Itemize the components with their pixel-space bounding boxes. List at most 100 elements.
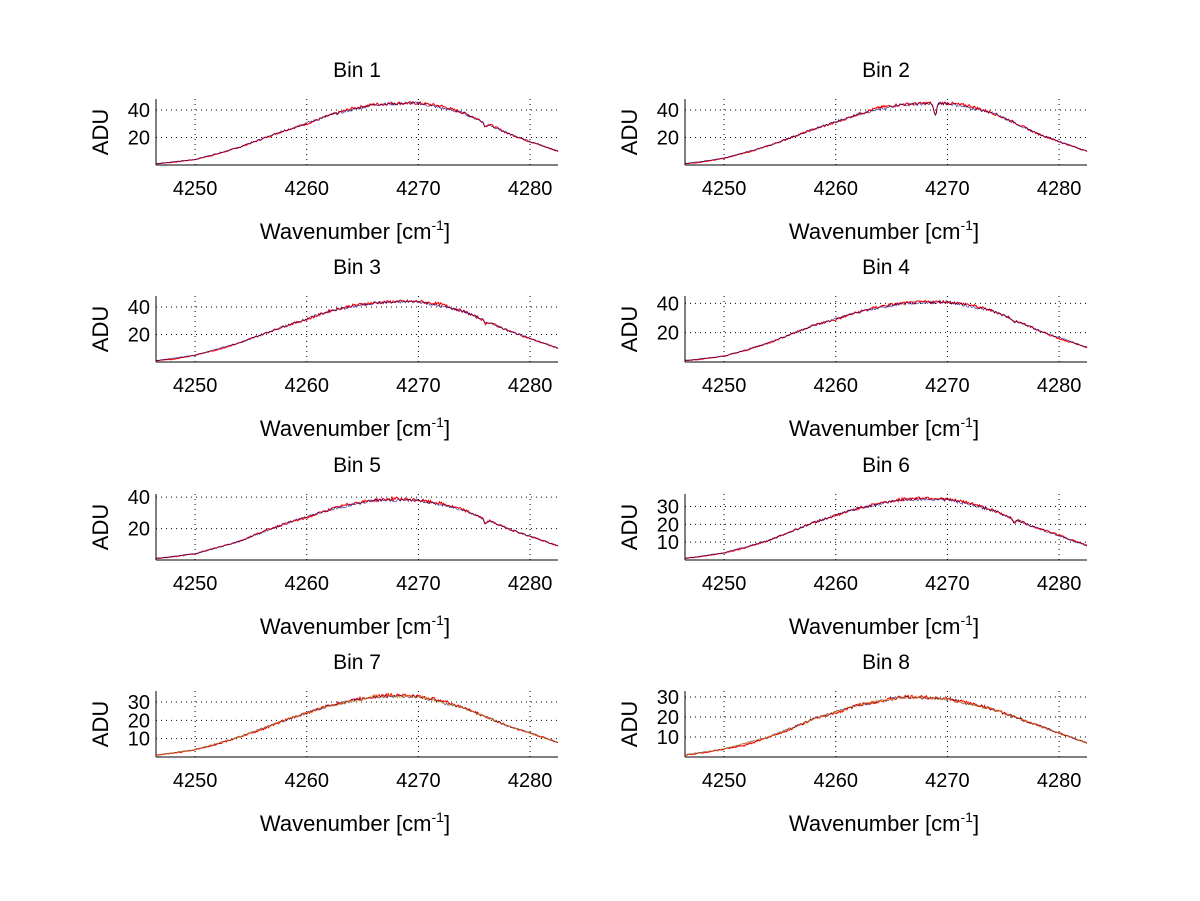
x-tick-label: 4250 — [702, 573, 747, 595]
x-tick-label: 4280 — [508, 573, 553, 595]
x-axis-label-text: Wavenumber [cm — [260, 614, 432, 639]
subplot-5: Bin 5 4250 4260 4270 4280 20 40 Wavenumber [cm-… — [88, 454, 559, 639]
x-axis-label: Wavenumber [cm-1] — [260, 809, 450, 836]
x-tick-label: 4250 — [702, 178, 747, 200]
x-axis-label-end: ] — [444, 219, 450, 244]
series-reference — [684, 101, 1088, 165]
x-tick-label: 4260 — [285, 770, 330, 792]
series-reference — [684, 695, 1088, 756]
y-tick-label: 40 — [128, 100, 150, 122]
x-tick-label: 4250 — [173, 178, 218, 200]
subplot-2: Bin 2 4250 4260 4270 4280 20 40 Wavenumber [cm-… — [617, 59, 1088, 244]
y-axis-label: ADU — [617, 504, 642, 550]
subplot-title: Bin 7 — [333, 651, 381, 674]
x-axis-label-sup: -1 — [432, 612, 445, 628]
y-tick-label: 10 — [657, 532, 679, 554]
x-tick-label: 4250 — [173, 770, 218, 792]
x-axis-label: Wavenumber [cm-1] — [789, 217, 979, 244]
x-axis-label-text: Wavenumber [cm — [260, 219, 432, 244]
x-axis-label: Wavenumber [cm-1] — [260, 414, 450, 441]
x-tick-label: 4260 — [814, 770, 859, 792]
x-tick-label: 4250 — [702, 375, 747, 397]
y-axis-label: ADU — [617, 701, 642, 747]
y-tick-label: 10 — [657, 727, 679, 749]
x-axis-label-text: Wavenumber [cm — [789, 416, 961, 441]
series-reference — [155, 498, 559, 559]
x-tick-label: 4280 — [508, 375, 553, 397]
y-tick-label: 20 — [657, 514, 679, 536]
x-axis-label-text: Wavenumber [cm — [789, 614, 961, 639]
x-tick-label: 4270 — [925, 375, 970, 397]
x-tick-label: 4260 — [814, 178, 859, 200]
y-tick-label: 40 — [128, 297, 150, 319]
x-axis-label-sup: -1 — [961, 612, 974, 628]
series-spectrum — [684, 101, 1088, 165]
series-reference — [684, 299, 1088, 362]
y-axis-label: ADU — [88, 701, 113, 747]
x-tick-label: 4260 — [814, 573, 859, 595]
y-tick-label: 20 — [657, 128, 679, 150]
x-axis-label-end: ] — [444, 811, 450, 836]
y-tick-label: 20 — [128, 519, 150, 541]
series-fit — [155, 694, 559, 756]
x-tick-label: 4280 — [1037, 770, 1082, 792]
subplot-title: Bin 4 — [862, 256, 910, 279]
y-tick-label: 30 — [657, 687, 679, 709]
x-tick-label: 4260 — [285, 573, 330, 595]
x-axis-label: Wavenumber [cm-1] — [789, 809, 979, 836]
series-spectrum — [684, 299, 1088, 362]
series-spectrum — [155, 496, 559, 560]
y-tick-label: 40 — [657, 293, 679, 315]
x-tick-label: 4250 — [702, 770, 747, 792]
x-axis-label-sup: -1 — [432, 809, 445, 825]
x-axis-label: Wavenumber [cm-1] — [260, 612, 450, 639]
x-tick-label: 4280 — [1037, 573, 1082, 595]
subplot-title: Bin 3 — [333, 256, 381, 279]
x-tick-label: 4250 — [173, 375, 218, 397]
x-axis-label-text: Wavenumber [cm — [260, 811, 432, 836]
x-axis-label-sup: -1 — [961, 414, 974, 430]
x-tick-label: 4270 — [396, 573, 441, 595]
x-tick-label: 4280 — [1037, 178, 1082, 200]
x-axis-label-end: ] — [444, 614, 450, 639]
x-tick-label: 4270 — [925, 770, 970, 792]
series-spectrum — [684, 694, 1088, 756]
y-tick-label: 20 — [128, 325, 150, 347]
x-tick-label: 4250 — [173, 573, 218, 595]
x-tick-label: 4260 — [285, 375, 330, 397]
subplot-title: Bin 8 — [862, 651, 910, 674]
x-tick-label: 4270 — [396, 178, 441, 200]
x-axis-label: Wavenumber [cm-1] — [789, 414, 979, 441]
x-axis-label-sup: -1 — [432, 217, 445, 233]
series-reference — [155, 300, 559, 361]
y-axis-label: ADU — [617, 306, 642, 352]
x-tick-label: 4270 — [925, 573, 970, 595]
subplot-title: Bin 6 — [862, 454, 910, 477]
y-tick-label: 10 — [128, 729, 150, 751]
subplot-title: Bin 5 — [333, 454, 381, 477]
y-tick-label: 20 — [657, 323, 679, 345]
y-axis-label: ADU — [88, 504, 113, 550]
subplot-1: Bin 1 4250 4260 4270 4280 20 40 Wavenumber [cm-… — [88, 59, 559, 244]
subplot-3: Bin 3 4250 4260 4270 4280 20 40 Wavenumber [cm-… — [88, 256, 559, 441]
series-reference — [155, 101, 559, 165]
subplot-title: Bin 1 — [333, 59, 381, 82]
x-axis-label-text: Wavenumber [cm — [260, 416, 432, 441]
x-tick-label: 4270 — [925, 178, 970, 200]
x-axis-label: Wavenumber [cm-1] — [260, 217, 450, 244]
series-fit — [684, 695, 1088, 756]
y-tick-label: 20 — [128, 128, 150, 150]
y-tick-label: 40 — [128, 487, 150, 509]
x-tick-label: 4280 — [508, 178, 553, 200]
series-spectrum — [684, 496, 1088, 559]
x-tick-label: 4260 — [285, 178, 330, 200]
y-axis-label: ADU — [617, 109, 642, 155]
x-axis-label-sup: -1 — [961, 809, 974, 825]
series-spectrum — [155, 692, 559, 756]
y-tick-label: 30 — [657, 496, 679, 518]
series-reference — [155, 694, 559, 756]
x-tick-label: 4270 — [396, 375, 441, 397]
